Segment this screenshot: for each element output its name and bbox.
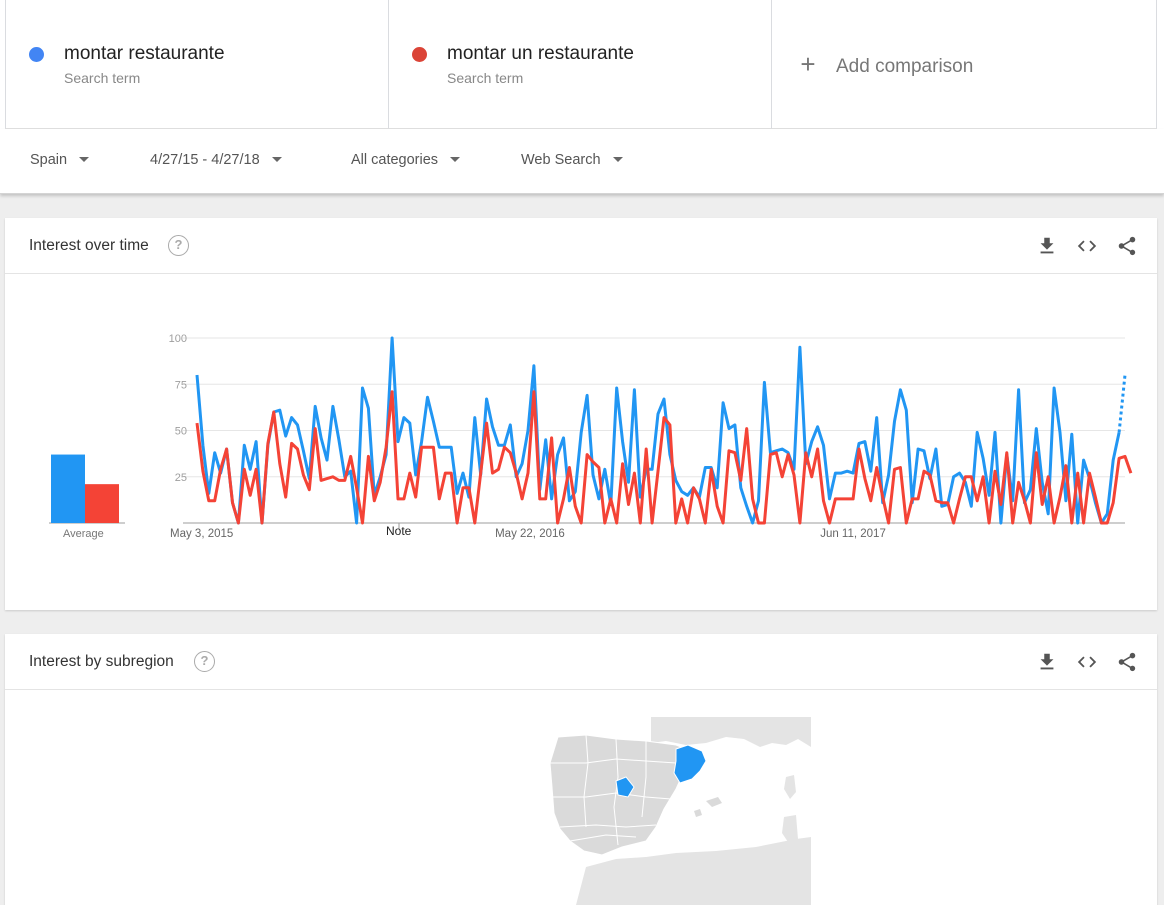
- card-header: Interest over time ?: [5, 218, 1157, 274]
- embed-code-icon[interactable]: [1076, 651, 1098, 673]
- search-term-name[interactable]: montar un restaurante: [447, 43, 634, 64]
- average-bar[interactable]: [85, 484, 119, 523]
- x-tick-label: May 3, 2015: [170, 528, 233, 540]
- map-sardinia: [782, 815, 798, 845]
- dropdown-arrow-icon: [450, 156, 461, 162]
- term-color-dot: [29, 47, 44, 62]
- map-region-borders: [550, 734, 677, 846]
- date-range-value: 4/27/15 - 4/27/18: [150, 152, 260, 168]
- term-color-dot: [412, 47, 427, 62]
- embed-code-icon[interactable]: [1076, 235, 1098, 257]
- region-dropdown[interactable]: Spain: [30, 152, 90, 168]
- plus-icon: +: [800, 49, 816, 79]
- series-line[interactable]: [195, 390, 1133, 525]
- map-france: [651, 717, 811, 747]
- search-type-dropdown[interactable]: Web Search: [521, 152, 623, 168]
- x-tick-label: Jun 11, 2017: [820, 528, 886, 540]
- y-tick-label: 25: [175, 472, 187, 484]
- note-label[interactable]: Note: [386, 524, 412, 538]
- search-term-name[interactable]: montar restaurante: [64, 43, 225, 64]
- card-header: Interest by subregion ?: [5, 634, 1157, 690]
- search-type-value: Web Search: [521, 152, 601, 168]
- dropdown-arrow-icon: [612, 156, 623, 162]
- download-icon[interactable]: [1036, 651, 1058, 673]
- x-tick-label: May 22, 2016: [495, 528, 565, 540]
- search-term-card-1[interactable]: montar restaurante Search term: [5, 0, 389, 129]
- y-tick-label: 75: [175, 379, 187, 391]
- map-balearic: [706, 797, 722, 807]
- interest-chart: 25 50 75 100 May 3, 2015 May 22, 2016 Jun 11,…: [49, 333, 1133, 540]
- compare-bar: montar restaurante Search term montar un…: [0, 0, 1164, 129]
- search-term-subtitle: Search term: [447, 70, 524, 86]
- category-value: All categories: [351, 152, 439, 168]
- average-label: Average: [63, 528, 104, 540]
- series-lines: [195, 336, 1133, 525]
- add-comparison-card[interactable]: + Add comparison: [772, 0, 1157, 129]
- map-region-madrid[interactable]: [615, 776, 635, 798]
- date-range-dropdown[interactable]: 4/27/15 - 4/27/18: [150, 152, 282, 168]
- y-tick-label: 100: [169, 333, 187, 345]
- average-bar[interactable]: [51, 454, 85, 523]
- y-axis-ticks: 25 50 75 100: [169, 333, 187, 484]
- region-value: Spain: [30, 152, 68, 168]
- search-term-subtitle: Search term: [64, 70, 141, 86]
- map-corsica: [784, 775, 796, 799]
- dropdown-arrow-icon: [79, 156, 90, 162]
- y-tick-label: 50: [175, 426, 187, 438]
- card-title: Interest by subregion: [29, 653, 174, 670]
- filter-bar: Spain 4/27/15 - 4/27/18 All categories W…: [0, 129, 1164, 194]
- average-bars: [49, 454, 125, 524]
- interest-by-subregion-card: Interest by subregion ?: [5, 634, 1157, 905]
- help-icon[interactable]: ?: [168, 235, 189, 256]
- subregion-map[interactable]: [546, 717, 811, 905]
- map-region-catalonia[interactable]: [673, 744, 707, 784]
- series-line-partial[interactable]: [1117, 374, 1127, 433]
- help-icon[interactable]: ?: [194, 651, 215, 672]
- map-north-africa: [576, 837, 811, 905]
- share-icon[interactable]: [1116, 651, 1138, 673]
- interest-over-time-card: Interest over time ? 25 50 75 100 May 3, 20…: [5, 218, 1157, 610]
- share-icon[interactable]: [1116, 235, 1138, 257]
- card-title: Interest over time: [29, 237, 149, 254]
- category-dropdown[interactable]: All categories: [351, 152, 461, 168]
- dropdown-arrow-icon: [271, 156, 282, 162]
- note-marker[interactable]: Note: [386, 523, 412, 538]
- map-balearic: [694, 809, 702, 817]
- add-comparison-label[interactable]: Add comparison: [836, 56, 974, 77]
- x-axis-ticks: May 3, 2015 May 22, 2016 Jun 11, 2017: [170, 528, 886, 540]
- search-term-card-2[interactable]: montar un restaurante Search term: [389, 0, 772, 129]
- download-icon[interactable]: [1036, 235, 1058, 257]
